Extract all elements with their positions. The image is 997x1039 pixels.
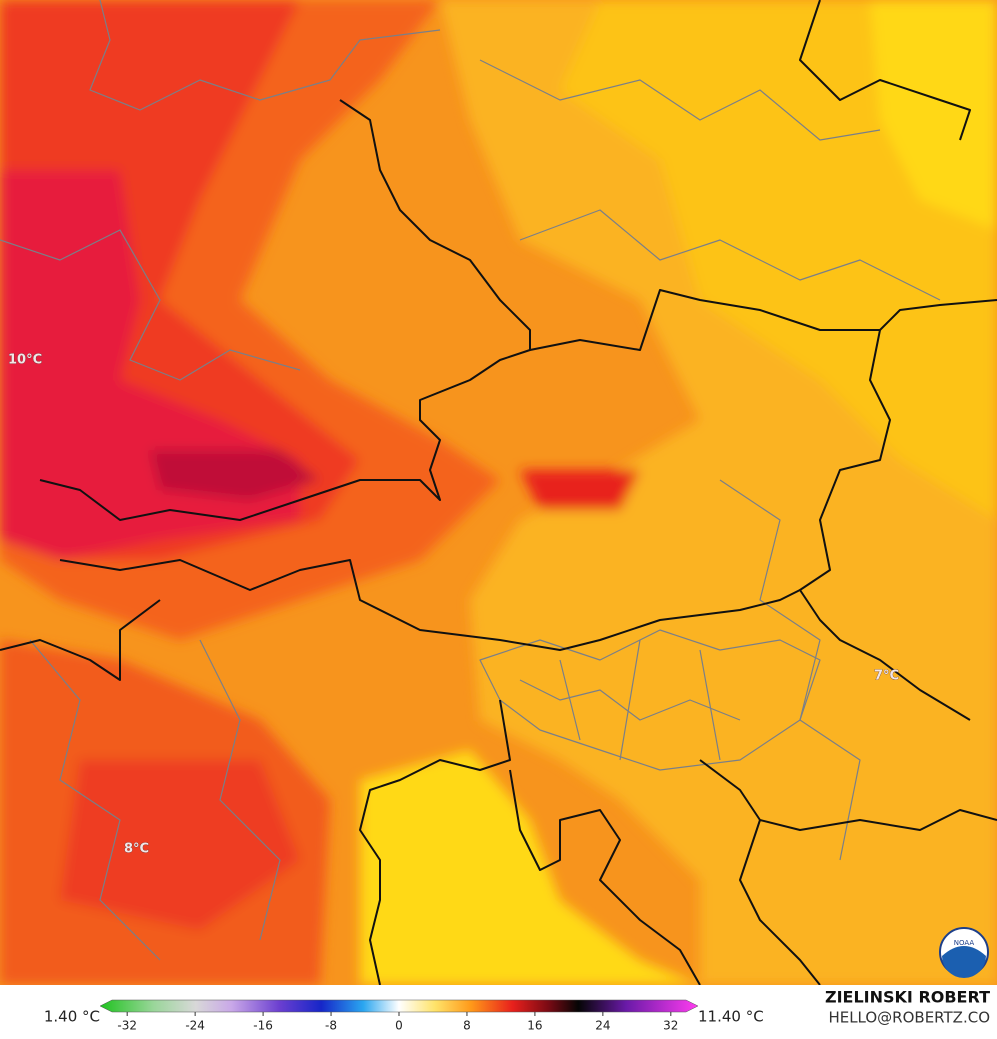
- colorbar-tick-label: 16: [527, 1019, 542, 1033]
- temperature-field: [0, 0, 997, 985]
- colorbar-tick-label: 32: [663, 1019, 678, 1033]
- contact: HELLO@ROBERTZ.CO: [828, 1009, 990, 1027]
- colorbar-tick-label: -32: [117, 1019, 137, 1033]
- colorbar-tick-label: -8: [325, 1019, 337, 1033]
- noaa-logo: NOAA: [939, 927, 989, 978]
- colorbar-max-label: 11.40 °C: [698, 1008, 764, 1026]
- country-borders: [0, 0, 997, 985]
- map-area: 10°C 7°C 8°C NOAA: [0, 0, 997, 985]
- temperature-label: 8°C: [124, 842, 149, 857]
- region-borders: [0, 0, 941, 961]
- colorbar-tick-label: 8: [463, 1019, 471, 1033]
- author: ZIELINSKI ROBERT: [825, 988, 990, 1007]
- colorbar: [99, 999, 699, 1013]
- logo-text: NOAA: [954, 939, 975, 947]
- colorbar-ticks: -32 -24 -16 -8 0 8 16 24 32: [117, 1012, 678, 1033]
- temperature-label: 10°C: [8, 353, 42, 368]
- colorbar-tick-label: 24: [595, 1019, 610, 1033]
- colorbar-tick-label: 0: [395, 1019, 403, 1033]
- colorbar-tick-label: -24: [185, 1019, 205, 1033]
- logo-wave: [942, 946, 986, 978]
- temperature-label: 7°C: [874, 669, 899, 684]
- colorbar-tick-label: -16: [253, 1019, 273, 1033]
- colorbar-min-label: 1.40 °C: [44, 1008, 100, 1026]
- map-labels: 10°C 7°C 8°C: [8, 352, 900, 857]
